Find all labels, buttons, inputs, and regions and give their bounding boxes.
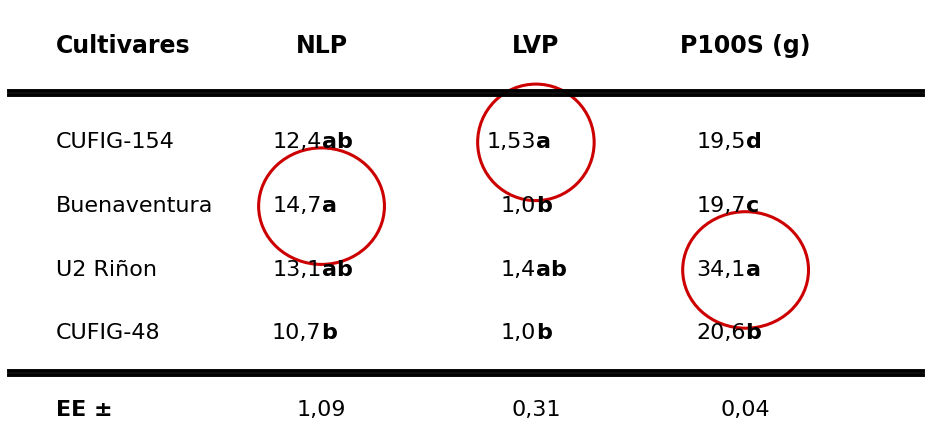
- Text: 1,09: 1,09: [296, 400, 347, 420]
- Text: CUFIG-154: CUFIG-154: [56, 132, 175, 152]
- Text: ab: ab: [322, 132, 352, 152]
- Text: c: c: [746, 196, 759, 216]
- Text: 1,53: 1,53: [487, 132, 536, 152]
- Text: 1,0: 1,0: [500, 323, 536, 343]
- Text: a: a: [322, 196, 336, 216]
- Text: 1,0: 1,0: [500, 196, 536, 216]
- Text: b: b: [536, 196, 552, 216]
- Text: 19,7: 19,7: [696, 196, 746, 216]
- Text: ab: ab: [322, 260, 352, 280]
- Text: 0,31: 0,31: [511, 400, 561, 420]
- Text: Cultivares: Cultivares: [56, 33, 190, 58]
- Text: LVP: LVP: [513, 33, 559, 58]
- Text: b: b: [322, 323, 337, 343]
- Text: b: b: [536, 323, 552, 343]
- Text: EE ±: EE ±: [56, 400, 113, 420]
- Text: 13,1: 13,1: [272, 260, 322, 280]
- Text: 19,5: 19,5: [696, 132, 746, 152]
- Text: P100S (g): P100S (g): [680, 33, 811, 58]
- Text: 20,6: 20,6: [696, 323, 746, 343]
- Text: 12,4: 12,4: [272, 132, 322, 152]
- Text: ab: ab: [536, 260, 567, 280]
- Text: NLP: NLP: [295, 33, 348, 58]
- Text: 10,7: 10,7: [272, 323, 322, 343]
- Text: a: a: [746, 260, 761, 280]
- Text: 1,4: 1,4: [500, 260, 536, 280]
- Text: 14,7: 14,7: [272, 196, 322, 216]
- Text: 34,1: 34,1: [696, 260, 746, 280]
- Text: d: d: [746, 132, 761, 152]
- Text: a: a: [536, 132, 551, 152]
- Text: Buenaventura: Buenaventura: [56, 196, 213, 216]
- Text: U2 Riñon: U2 Riñon: [56, 260, 157, 280]
- Text: 0,04: 0,04: [720, 400, 771, 420]
- Text: b: b: [746, 323, 761, 343]
- Text: CUFIG-48: CUFIG-48: [56, 323, 160, 343]
